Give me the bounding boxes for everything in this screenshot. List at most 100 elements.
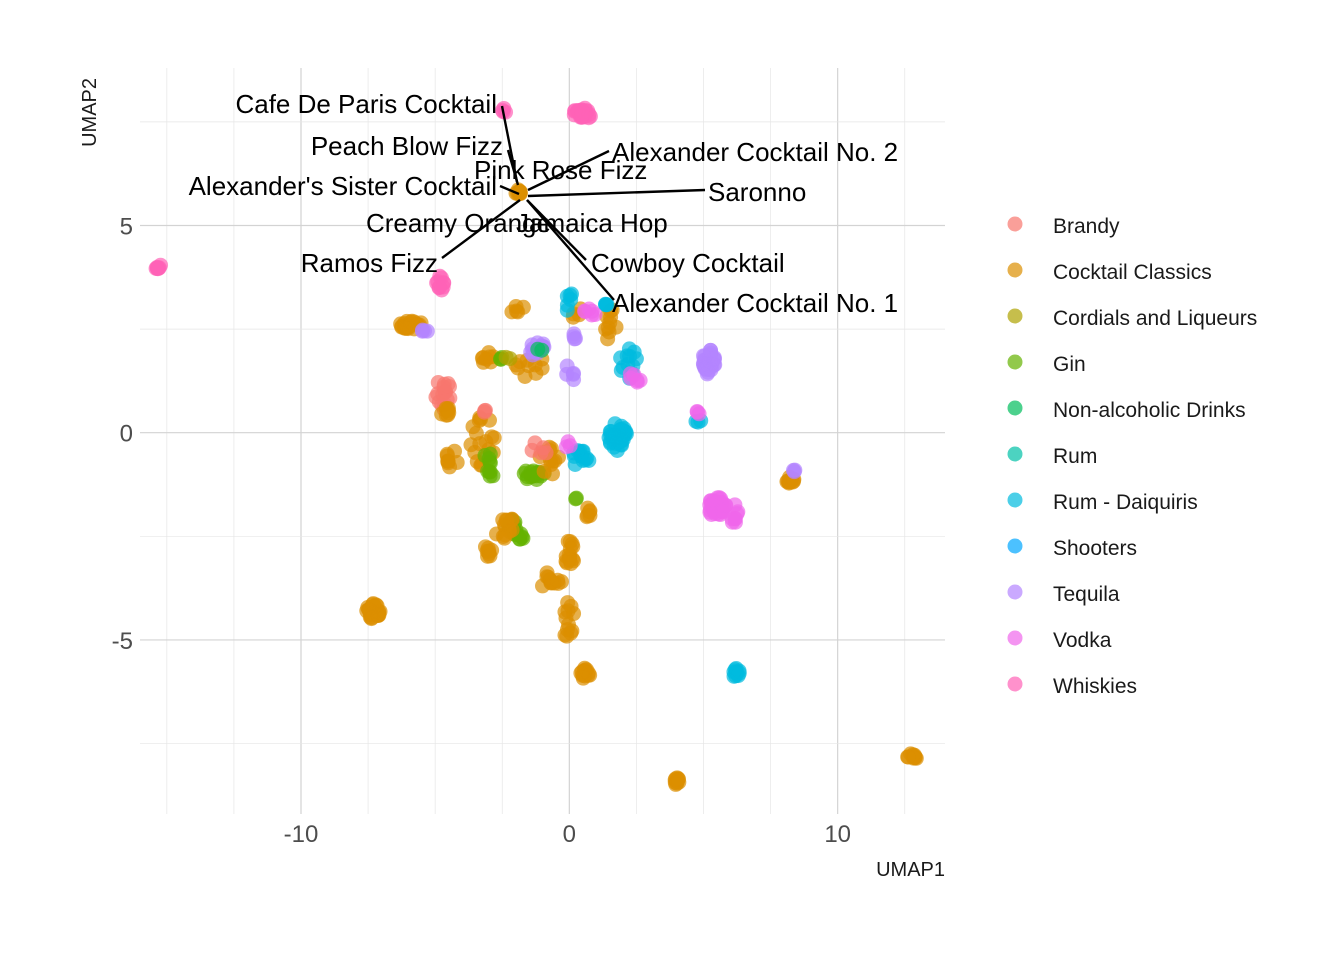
legend-key xyxy=(1007,354,1023,370)
scatter-point xyxy=(598,297,614,313)
scatter-point xyxy=(543,457,559,473)
annotation-leader-line xyxy=(526,199,615,301)
legend-label: Tequila xyxy=(1053,583,1120,606)
annotation-leader-line xyxy=(527,149,610,192)
scatter-point xyxy=(787,462,803,478)
scatter-point xyxy=(550,572,566,588)
scatter-point xyxy=(703,362,719,378)
axis-ticks: -10 0 10 -5 0 5 xyxy=(112,213,851,848)
scatter-point xyxy=(577,452,593,468)
scatter-point xyxy=(436,379,452,395)
legend: Brandy Cocktail Classics Cordials and Liqu… xyxy=(1007,215,1257,698)
y-axis-title: UMAP2 xyxy=(79,78,101,147)
y-tick-label: 0 xyxy=(120,421,133,448)
legend-label: Cordials and Liqueurs xyxy=(1053,307,1257,330)
scatter-point xyxy=(441,405,457,421)
legend-key xyxy=(1007,676,1023,692)
annotation-label: Creamy Orange xyxy=(366,208,551,238)
annotation-label: Cafe De Paris Cocktail xyxy=(235,89,497,119)
scatter-point xyxy=(527,435,543,451)
annotation-label: Peach Blow Fizz xyxy=(311,131,503,161)
scatter-point xyxy=(476,404,492,420)
scatter-point xyxy=(498,349,514,365)
scatter-point xyxy=(434,282,450,298)
scatter-point xyxy=(558,439,574,455)
scatter-point xyxy=(568,491,584,507)
scatter-point xyxy=(477,539,493,555)
scatter-point xyxy=(499,513,515,529)
scatter-point xyxy=(419,323,435,339)
legend-key xyxy=(1007,308,1023,324)
scatter-point xyxy=(580,665,596,681)
x-tick-label: -10 xyxy=(284,821,319,848)
scatter-point xyxy=(703,497,719,513)
scatter-point xyxy=(515,530,531,546)
legend-label: Whiskies xyxy=(1053,675,1137,698)
scatter-point xyxy=(365,597,381,613)
scatter-point xyxy=(562,552,578,568)
legend-key xyxy=(1007,400,1023,416)
scatter-point xyxy=(576,303,592,319)
legend-label: Rum xyxy=(1053,445,1097,468)
annotation-label: Saronno xyxy=(708,177,806,207)
scatter-point xyxy=(563,598,579,614)
scatter-point xyxy=(582,504,598,520)
annotation-label: Ramos Fizz xyxy=(301,248,438,278)
y-tick-label: -5 xyxy=(112,628,133,655)
scatter-point xyxy=(432,268,448,284)
scatter-point xyxy=(727,497,743,513)
scatter-point xyxy=(504,304,520,320)
legend-key xyxy=(1007,446,1023,462)
legend-key xyxy=(1007,492,1023,508)
scatter-point xyxy=(574,102,590,118)
scatter-point xyxy=(563,625,579,641)
scatter-point xyxy=(689,403,705,419)
annotation-label: Alexander Cocktail No. 1 xyxy=(612,288,898,318)
legend-label: Non-alcoholic Drinks xyxy=(1053,399,1246,422)
scatter-point xyxy=(727,511,743,527)
legend-key xyxy=(1007,538,1023,554)
legend-key xyxy=(1007,584,1023,600)
scatter-point xyxy=(626,344,642,360)
legend-label: Rum - Daiquiris xyxy=(1053,491,1198,514)
scatter-point xyxy=(600,331,616,347)
scatter-point xyxy=(399,319,415,335)
legend-label: Cocktail Classics xyxy=(1053,261,1212,284)
scatter-point xyxy=(566,329,582,345)
scatter-point xyxy=(608,428,624,444)
scatter-point xyxy=(702,347,718,363)
scatter-point xyxy=(559,358,575,374)
legend-key xyxy=(1007,262,1023,278)
y-tick-label: 5 xyxy=(120,213,133,240)
scatter-point xyxy=(731,665,747,681)
scatter-point xyxy=(496,530,512,546)
annotation-label: Alexander's Sister Cocktail xyxy=(189,171,497,201)
legend-key xyxy=(1007,630,1023,646)
scatter-point xyxy=(481,451,497,467)
scatter-point xyxy=(562,541,578,557)
scatter-point xyxy=(149,259,165,275)
scatter-point xyxy=(440,455,456,471)
scatter-point xyxy=(906,750,922,766)
scatter-point xyxy=(486,430,502,446)
scatter-points xyxy=(148,100,924,792)
scatter-point xyxy=(510,182,526,198)
annotation-leader-line xyxy=(441,199,521,259)
scatter-point xyxy=(516,466,532,482)
scatter-point xyxy=(629,374,645,390)
annotation-leader-line xyxy=(499,184,520,196)
x-tick-label: 0 xyxy=(563,821,576,848)
legend-label: Shooters xyxy=(1053,537,1137,560)
annotation-label: Cowboy Cocktail xyxy=(591,248,785,278)
x-axis-title: UMAP1 xyxy=(876,859,945,881)
scatter-point xyxy=(463,437,479,453)
annotation-leader-line xyxy=(506,149,520,186)
legend-key xyxy=(1007,216,1023,232)
legend-label: Gin xyxy=(1053,353,1086,376)
scatter-point xyxy=(539,565,555,581)
scatter-point xyxy=(559,288,575,304)
grid-lines xyxy=(140,68,945,814)
scatter-point xyxy=(668,771,684,787)
annotation-label: Pink Rose Fizz xyxy=(474,155,647,185)
